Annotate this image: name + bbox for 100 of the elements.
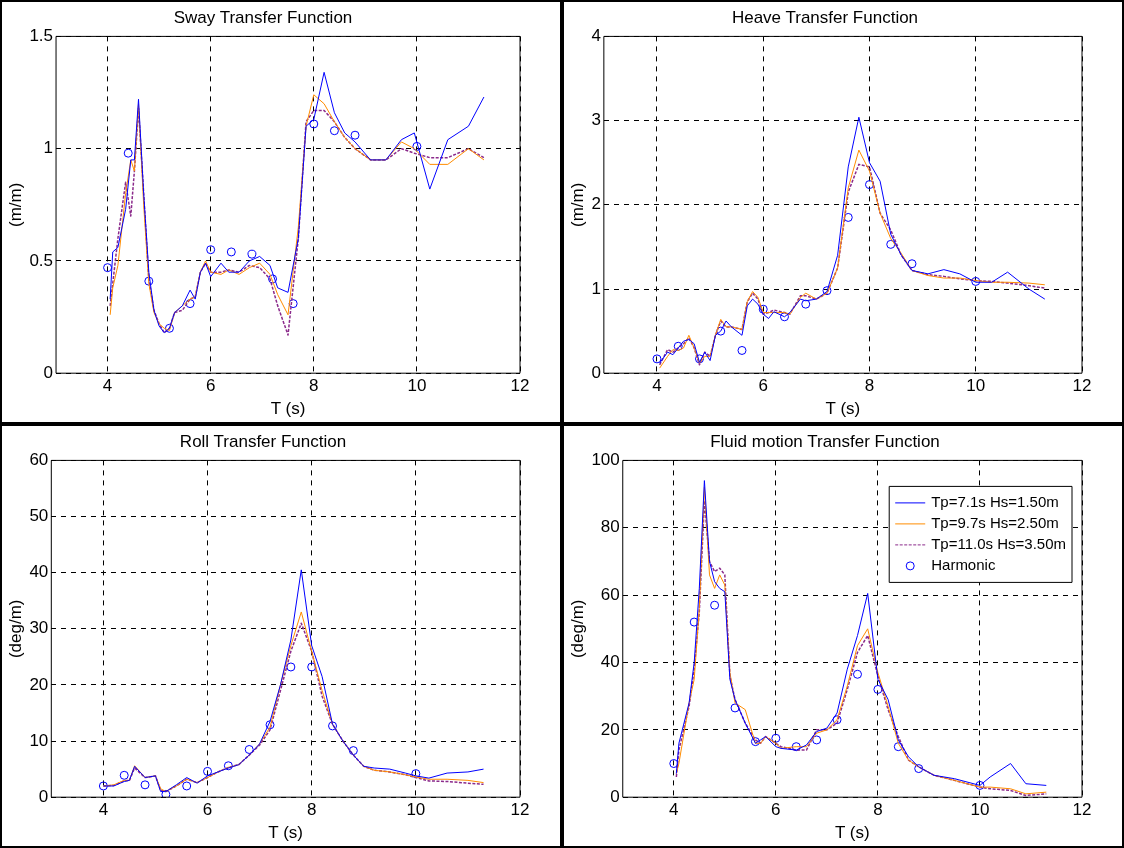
x-tick-label: 4 (98, 800, 109, 820)
legend-label: Harmonic (931, 556, 996, 574)
point (971, 276, 981, 286)
point (309, 119, 319, 129)
point (103, 263, 113, 273)
y-tick-label: 100 (591, 450, 620, 470)
point (907, 259, 917, 269)
point (348, 746, 358, 756)
point (226, 247, 236, 257)
y-tick-label: 0 (38, 786, 49, 806)
y-tick-label: 0 (591, 362, 601, 382)
point (123, 148, 133, 158)
point (771, 733, 781, 743)
y-tick-label: 40 (600, 652, 620, 672)
y-tick-label: 60 (29, 450, 49, 470)
point (791, 742, 801, 752)
point (247, 249, 257, 259)
x-axis-title: T (s) (825, 399, 861, 419)
y-tick-label: 20 (29, 674, 49, 694)
x-tick-label: 8 (309, 376, 319, 396)
point (203, 766, 213, 776)
point (801, 299, 811, 309)
point (328, 721, 338, 731)
chart-title: Sway Transfer Function (173, 7, 353, 27)
y-tick-label: 0 (43, 362, 54, 382)
point (223, 761, 233, 771)
point (716, 326, 726, 336)
legend-label: Tp=7.1s Hs=1.50m (931, 493, 1059, 511)
point (161, 789, 171, 798)
point (286, 662, 296, 672)
x-tick-label: 6 (205, 376, 216, 396)
y-axis-title: (deg/m) (5, 599, 25, 659)
point (265, 720, 275, 730)
x-tick-label: 12 (1072, 376, 1092, 396)
point (737, 345, 747, 355)
point (350, 130, 360, 140)
point (119, 770, 129, 780)
x-tick-label: 6 (771, 800, 781, 820)
y-tick-label: 40 (29, 562, 49, 582)
y-tick-label: 80 (600, 517, 620, 537)
y-tick-label: 1.5 (29, 26, 54, 46)
y-tick-label: 3 (591, 110, 601, 130)
point (206, 245, 216, 255)
point (730, 703, 740, 713)
chart-title: Roll Transfer Function (179, 431, 347, 451)
y-axis-title: (deg/m) (567, 599, 587, 659)
legend-label: Tp=9.7s Hs=2.50m (931, 514, 1059, 532)
y-tick-label: 1 (591, 278, 601, 298)
x-tick-label: 10 (406, 800, 426, 820)
y-tick-label: 20 (600, 719, 620, 739)
point (812, 735, 822, 745)
x-tick-label: 4 (652, 376, 662, 396)
x-axis-title: T (s) (270, 399, 306, 419)
x-tick-label: 10 (966, 376, 986, 396)
point (914, 764, 924, 774)
point (182, 781, 192, 791)
x-tick-label: 10 (407, 376, 427, 396)
point (412, 141, 422, 151)
x-tick-label: 8 (306, 800, 317, 820)
point (411, 769, 421, 779)
point (886, 239, 896, 249)
y-tick-label: 4 (591, 26, 601, 46)
point (164, 323, 174, 333)
point (244, 744, 254, 754)
point (710, 600, 720, 610)
y-tick-label: 1 (43, 138, 54, 158)
point (144, 276, 154, 286)
point (975, 780, 985, 790)
point (750, 737, 760, 747)
y-axis-title: (m/m) (567, 182, 587, 227)
point (307, 662, 317, 672)
point (864, 180, 874, 190)
y-axis-title: (m/m) (5, 182, 25, 227)
legend-label: Tp=11.0s Hs=3.50m (931, 535, 1066, 553)
x-axis-title: T (s) (835, 823, 870, 843)
point (140, 780, 150, 790)
point (652, 354, 662, 364)
x-tick-label: 10 (970, 800, 990, 820)
y-tick-label: 60 (600, 584, 620, 604)
point (843, 212, 853, 222)
y-tick-label: 2 (591, 194, 601, 214)
point (832, 715, 842, 725)
point (98, 781, 108, 791)
point (758, 304, 768, 314)
point (779, 312, 789, 322)
x-tick-label: 8 (873, 800, 883, 820)
x-axis-title: T (s) (268, 823, 303, 843)
point (185, 299, 195, 309)
point (822, 286, 832, 296)
chart-title: Heave Transfer Function (731, 7, 919, 27)
x-tick-label: 12 (510, 376, 530, 396)
point (268, 274, 278, 284)
point (673, 341, 683, 351)
x-tick-label: 12 (510, 800, 530, 820)
point (694, 354, 704, 364)
point (873, 684, 883, 694)
x-tick-label: 6 (202, 800, 213, 820)
y-tick-label: 30 (29, 618, 49, 638)
x-tick-label: 6 (758, 376, 768, 396)
x-tick-label: 4 (669, 800, 679, 820)
